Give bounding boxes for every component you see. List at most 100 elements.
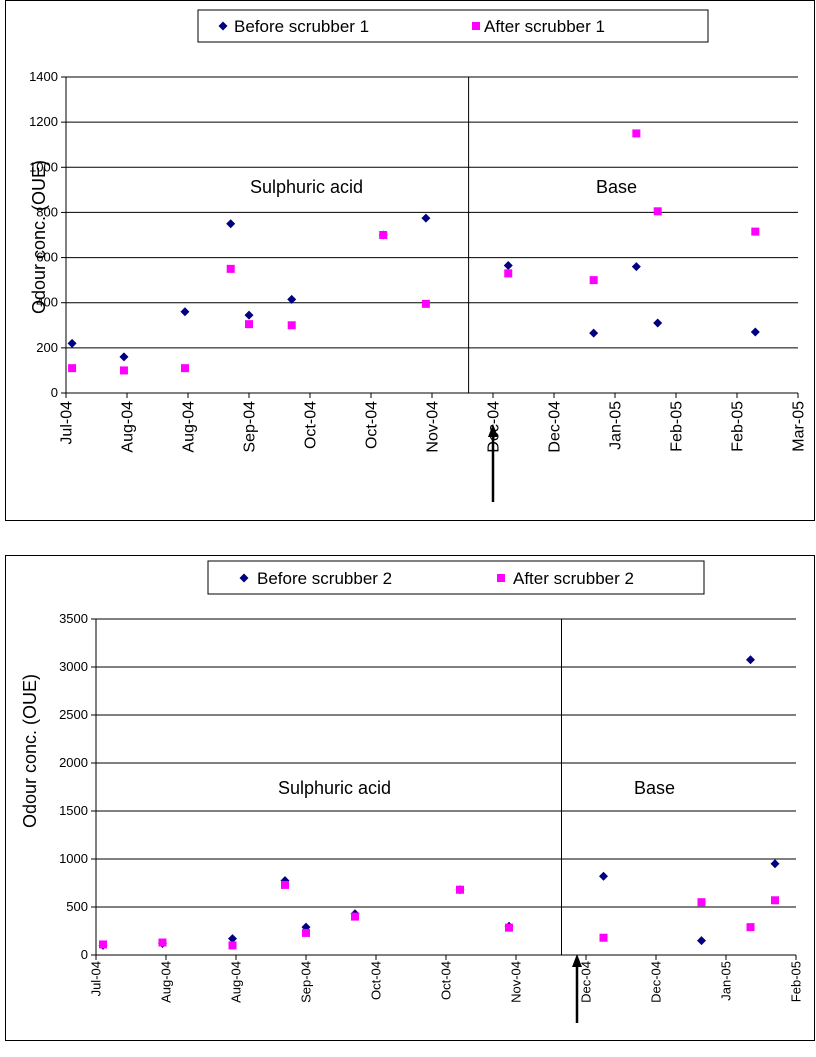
chart-1-before-point xyxy=(67,338,77,348)
chart-1-before-point xyxy=(503,260,513,270)
chart-2-legend-after-marker xyxy=(497,574,505,582)
chart-1-x-tick-label: Dec-04 xyxy=(547,401,564,453)
chart-1-x-tick-label: Aug-04 xyxy=(181,401,198,453)
chart-1-before-point xyxy=(653,318,663,328)
chart-2-after-point xyxy=(456,885,464,894)
chart-1-y-tick-label: 800 xyxy=(36,204,58,219)
chart-2-x-tick-label: Aug-04 xyxy=(229,961,244,1003)
chart-2-x-tick-label: Jul-04 xyxy=(89,961,104,996)
chart-1-legend: Before scrubber 1 After scrubber 1 xyxy=(197,9,709,43)
chart-2-x-tick-label: Sep-04 xyxy=(299,961,314,1003)
chart-1-legend-after-marker xyxy=(472,22,480,30)
chart-1-x-tick-label: Jul-04 xyxy=(59,401,76,445)
chart-1-legend-after-label: After scrubber 1 xyxy=(484,17,605,36)
chart-1-x-tick-label: Dec-04 xyxy=(486,401,503,453)
chart-2-y-axis-label: Odour conc. (OUE) xyxy=(20,674,40,828)
chart-2-legend: Before scrubber 2 After scrubber 2 xyxy=(207,560,705,595)
chart-1-legend-before-label: Before scrubber 1 xyxy=(234,17,369,36)
chart-1-y-tick-label: 1000 xyxy=(29,159,58,174)
chart-1-before-point xyxy=(287,294,297,304)
chart-2-after-point xyxy=(746,923,755,932)
chart-2-x-tick-label: Oct-04 xyxy=(369,961,384,1000)
chart-2-plot-area: 0 500 1000 1500 2000 2500 3000 3500 Jul-04 Aug-04… xyxy=(59,611,803,1003)
chart-2-after-point xyxy=(228,941,237,950)
chart-2-before-point xyxy=(746,655,755,665)
chart-2-after-point xyxy=(505,923,513,932)
chart-1-y-tick-label: 0 xyxy=(51,385,58,400)
chart-2-x-tick-label: Oct-04 xyxy=(439,961,454,1000)
chart-panel-scrubber-2: Before scrubber 2 After scrubber 2 Odour… xyxy=(5,555,815,1041)
chart-2-y-tick-label: 2000 xyxy=(59,755,88,770)
chart-1-x-tick-label: Oct-04 xyxy=(364,401,381,449)
chart-1-legend-before-marker xyxy=(218,21,228,31)
chart-1-after-point xyxy=(751,227,760,236)
chart-1-after-point xyxy=(421,299,430,308)
chart-1-x-tick-label: Feb-05 xyxy=(730,401,747,452)
chart-2-after-point xyxy=(281,880,289,889)
chart-1-after-point xyxy=(226,264,235,273)
chart-1-after-point xyxy=(245,320,253,329)
chart-2-after-point xyxy=(771,896,779,905)
chart-2-x-tick-label: Aug-04 xyxy=(159,961,174,1003)
chart-1-x-tick-label: Aug-04 xyxy=(120,401,137,453)
chart-1-after-point xyxy=(68,364,77,373)
chart-1-after-point xyxy=(504,269,513,278)
chart-2-x-tick-label: Nov-04 xyxy=(509,961,524,1003)
chart-1-before-point xyxy=(631,262,641,272)
chart-2-x-tick-label: Dec-04 xyxy=(649,961,664,1003)
chart-1-after-point xyxy=(653,207,662,216)
chart-1-after-point xyxy=(287,321,296,330)
chart-1-y-tick-label: 1400 xyxy=(29,69,58,84)
chart-1-x-tick-label: Oct-04 xyxy=(303,401,320,449)
chart-2-after-point xyxy=(697,898,706,907)
chart-1-plot-area: 0 200 400 600 800 1000 1200 1400 Jul-04 Aug-04 Aug… xyxy=(29,69,808,453)
chart-1-after-point xyxy=(589,276,598,285)
chart-1-x-tick-label: Mar-05 xyxy=(791,401,808,452)
chart-2-legend-before-marker xyxy=(239,573,249,583)
chart-2-after-point xyxy=(158,938,167,947)
chart-2-after-point xyxy=(99,940,107,949)
chart-2-x-tick-label: Dec-04 xyxy=(579,961,594,1003)
chart-2-legend-before-label: Before scrubber 2 xyxy=(257,569,392,588)
chart-1-before-point xyxy=(244,310,254,320)
chart-2-legend-after-label: After scrubber 2 xyxy=(513,569,634,588)
chart-2-y-tick-label: 0 xyxy=(81,947,88,962)
chart-1-y-tick-label: 400 xyxy=(36,295,58,310)
chart-2-arrow xyxy=(572,954,582,1023)
chart-1-x-tick-label: Jan-05 xyxy=(608,401,625,450)
chart-panel-scrubber-1: Before scrubber 1 After scrubber 1 Odour… xyxy=(5,0,815,521)
chart-1-x-tick-label: Sep-04 xyxy=(242,401,259,453)
chart-1-arrow xyxy=(488,424,498,502)
chart-2-before-point xyxy=(697,936,706,946)
chart-2-after-point xyxy=(599,933,608,942)
chart-2-y-tick-label: 1000 xyxy=(59,851,88,866)
chart-1-annotation-base: Base xyxy=(596,177,637,197)
chart-1-after-point xyxy=(632,129,641,138)
chart-1-legend-box xyxy=(197,9,709,43)
chart-1-before-point xyxy=(119,352,129,362)
chart-2-y-tick-label: 500 xyxy=(66,899,88,914)
chart-1-after-point xyxy=(180,364,189,373)
chart-1-before-point xyxy=(180,307,190,317)
chart-1-after-point xyxy=(119,366,128,375)
chart-2-annotation-sulphuric-acid: Sulphuric acid xyxy=(278,778,391,798)
chart-1-svg: Before scrubber 1 After scrubber 1 Odour… xyxy=(29,9,808,502)
chart-2-y-tick-label: 3500 xyxy=(59,611,88,626)
chart-1-before-point xyxy=(226,219,236,229)
chart-2-legend-box xyxy=(207,560,705,595)
chart-1-y-tick-label: 600 xyxy=(36,250,58,265)
chart-1-before-point xyxy=(421,213,431,223)
chart-2-y-tick-label: 3000 xyxy=(59,659,88,674)
chart-2-after-point xyxy=(302,928,310,937)
chart-2-annotation-base: Base xyxy=(634,778,675,798)
chart-1-y-tick-label: 200 xyxy=(36,340,58,355)
chart-1-before-point xyxy=(589,328,599,338)
chart-1-x-tick-label: Nov-04 xyxy=(425,401,442,453)
chart-1-annotation-sulphuric-acid: Sulphuric acid xyxy=(250,177,363,197)
chart-2-before-point xyxy=(770,859,780,869)
chart-1-before-point xyxy=(750,327,760,337)
chart-2-y-tick-label: 1500 xyxy=(59,803,88,818)
chart-2-svg: Before scrubber 2 After scrubber 2 Odour… xyxy=(20,560,804,1023)
chart-2-x-tick-label: Jan-05 xyxy=(719,961,734,1001)
chart-2-after-point xyxy=(351,912,359,921)
